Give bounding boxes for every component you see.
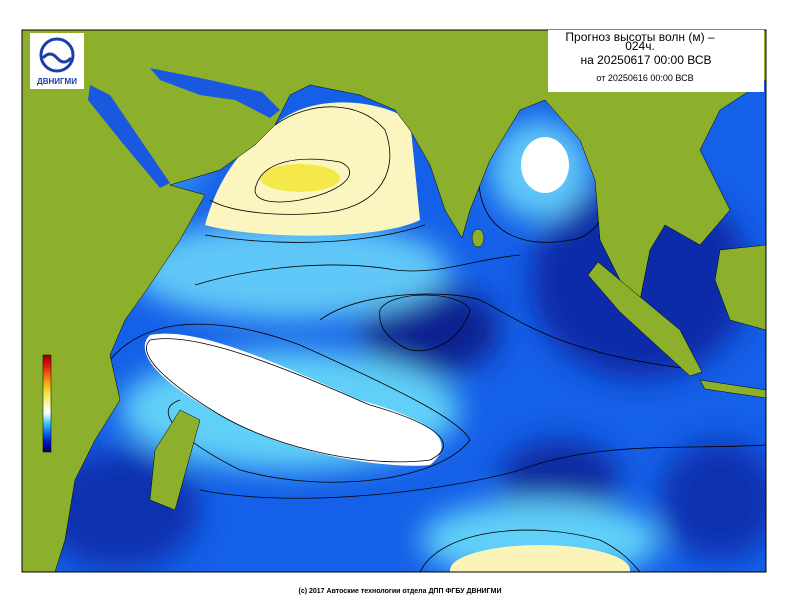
title-box <box>548 30 764 92</box>
logo-emblem <box>39 37 75 73</box>
borneo <box>714 244 766 331</box>
sri-lanka <box>471 228 485 248</box>
colorbar <box>42 354 52 453</box>
peak-waves <box>260 164 340 192</box>
land <box>22 30 766 572</box>
logo-text: ДВНИГМИ <box>37 77 77 86</box>
bay-swell <box>521 137 569 193</box>
footer: (c) 2017 Автоские технологии отдела ДПП … <box>299 588 502 595</box>
title: Прогноз высоты волн (м) – <box>565 30 715 44</box>
swell-band <box>144 333 442 466</box>
issue-time: от 20250616 00:00 ВСВ <box>596 73 693 83</box>
persian-gulf <box>150 68 280 118</box>
contours <box>109 106 766 572</box>
forecast-hour: 024ч. <box>625 39 655 53</box>
java <box>699 379 766 399</box>
red-sea <box>88 85 170 188</box>
madagascar <box>149 409 201 511</box>
south-swell <box>450 545 630 572</box>
map-area <box>22 30 766 572</box>
logo-wave <box>41 52 73 64</box>
map-frame <box>21 29 767 573</box>
sumatra <box>587 261 703 377</box>
valid-time: на 20250617 00:00 ВСВ <box>581 53 712 67</box>
logo-box <box>30 33 84 89</box>
